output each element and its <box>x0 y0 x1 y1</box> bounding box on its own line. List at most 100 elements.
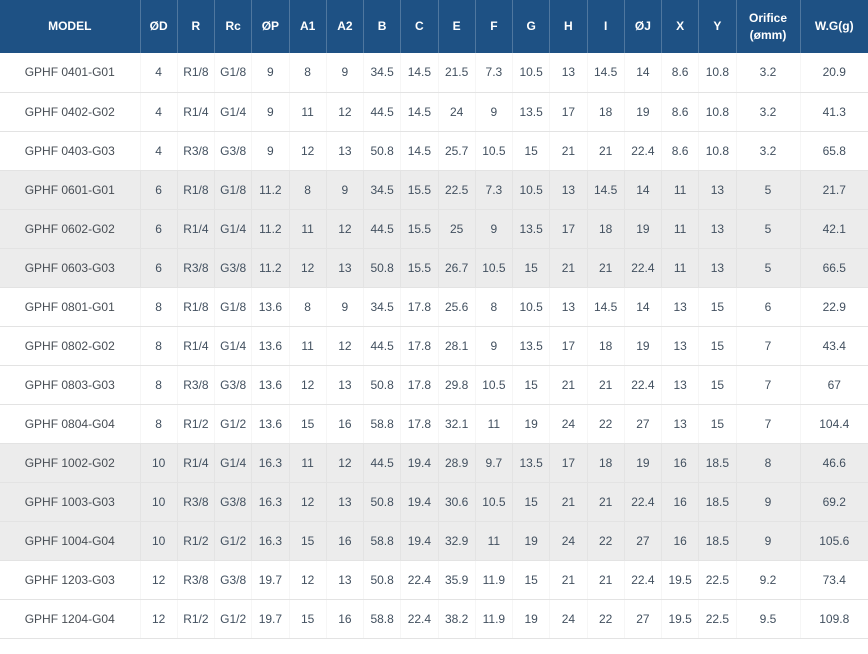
table-cell: 22.5 <box>438 170 476 210</box>
table-cell: 13.5 <box>512 209 550 249</box>
table-cell: R3/8 <box>177 365 215 405</box>
table-row: GPHF 1004-G04 10 R1/2 G1/2 16.3 15 16 58.8 19.4 3… <box>0 521 868 561</box>
table-cell: G3/8 <box>214 482 252 522</box>
table-cell: 24 <box>549 521 587 561</box>
table-cell: 11.2 <box>251 248 289 288</box>
table-cell: 10.5 <box>475 131 513 171</box>
table-cell: 65.8 <box>800 131 868 171</box>
table-cell: 50.8 <box>363 248 401 288</box>
table-cell: 19.5 <box>661 599 699 639</box>
table-cell: 10.5 <box>475 482 513 522</box>
table-cell: 22.4 <box>624 482 662 522</box>
table-cell: 13.6 <box>251 365 289 405</box>
table-cell: 22.5 <box>698 560 736 600</box>
table-cell: 19.4 <box>400 521 438 561</box>
model-cell: GPHF 1002-G02 <box>0 443 140 483</box>
table-cell: 21 <box>549 482 587 522</box>
header-row: MODEL ØD R Rc ØP A1 A2 B C E F G H I ØJ X Y Orifice (ømm)… <box>0 0 868 53</box>
table-cell: 11 <box>289 326 327 366</box>
table-cell: 58.8 <box>363 599 401 639</box>
header-cell-g: G <box>512 0 551 53</box>
table-cell: 32.1 <box>438 404 476 444</box>
model-cell: GPHF 0603-G03 <box>0 248 140 288</box>
table-cell: 8 <box>140 404 178 444</box>
model-cell: GPHF 0804-G04 <box>0 404 140 444</box>
table-cell: 22.9 <box>800 287 868 327</box>
table-cell: 17.8 <box>400 404 438 444</box>
table-row: GPHF 0603-G03 6 R3/8 G3/8 11.2 12 13 50.8 15.5 26… <box>0 248 868 288</box>
table-cell: 27 <box>624 404 662 444</box>
header-cell-a2: A2 <box>326 0 365 53</box>
table-cell: 21 <box>549 560 587 600</box>
table-cell: 10.5 <box>475 248 513 288</box>
table-cell: 8 <box>289 53 327 93</box>
table-cell: 18.5 <box>698 521 736 561</box>
table-cell: 13.5 <box>512 443 550 483</box>
table-cell: 27 <box>624 521 662 561</box>
table-cell: 15 <box>698 287 736 327</box>
table-cell: 46.6 <box>800 443 868 483</box>
table-cell: 16 <box>661 482 699 522</box>
model-cell: GPHF 1203-G03 <box>0 560 140 600</box>
table-cell: 27 <box>624 599 662 639</box>
table-cell: 9 <box>736 482 800 522</box>
table-cell: 11 <box>289 209 327 249</box>
table-cell: 19.7 <box>251 599 289 639</box>
table-cell: R1/4 <box>177 443 215 483</box>
table-cell: 18.5 <box>698 482 736 522</box>
table-cell: 13 <box>326 482 364 522</box>
table-cell: R1/4 <box>177 209 215 249</box>
table-cell: 19 <box>624 443 662 483</box>
table-cell: 44.5 <box>363 92 401 132</box>
header-cell-r: R <box>177 0 216 53</box>
table-cell: 19.4 <box>400 443 438 483</box>
table-cell: 9 <box>475 326 513 366</box>
table-cell: 12 <box>289 365 327 405</box>
table-cell: 14.5 <box>587 53 625 93</box>
model-cell: GPHF 0601-G01 <box>0 170 140 210</box>
table-cell: 15 <box>512 248 550 288</box>
table-row: GPHF 0401-G01 4 R1/8 G1/8 9 8 9 34.5 14.5 21.5 7.3… <box>0 53 868 93</box>
table-cell: G1/4 <box>214 92 252 132</box>
table-cell: 14.5 <box>400 53 438 93</box>
table-cell: G1/4 <box>214 326 252 366</box>
table-cell: 44.5 <box>363 443 401 483</box>
table-cell: G1/8 <box>214 170 252 210</box>
table-cell: 9 <box>326 170 364 210</box>
table-cell: 15 <box>289 521 327 561</box>
table-cell: 17.8 <box>400 287 438 327</box>
header-cell-h: H <box>549 0 588 53</box>
table-cell: 9 <box>736 521 800 561</box>
table-cell: G1/2 <box>214 599 252 639</box>
table-cell: 19 <box>512 404 550 444</box>
table-cell: 21 <box>587 248 625 288</box>
table-cell: 8 <box>736 443 800 483</box>
header-cell-x: X <box>661 0 700 53</box>
table-cell: 15 <box>698 326 736 366</box>
table-cell: G1/2 <box>214 521 252 561</box>
table-cell: 24 <box>438 92 476 132</box>
model-cell: GPHF 0401-G01 <box>0 53 140 93</box>
table-cell: R1/4 <box>177 92 215 132</box>
table-cell: 9 <box>475 92 513 132</box>
table-row: GPHF 1203-G03 12 R3/8 G3/8 19.7 12 13 50.8 22.4 3… <box>0 560 868 600</box>
table-cell: 12 <box>289 482 327 522</box>
table-cell: 104.4 <box>800 404 868 444</box>
table-cell: 66.5 <box>800 248 868 288</box>
table-cell: 6 <box>140 209 178 249</box>
table-cell: 5 <box>736 209 800 249</box>
table-cell: 9 <box>251 92 289 132</box>
table-cell: 44.5 <box>363 209 401 249</box>
table-cell: 50.8 <box>363 482 401 522</box>
table-cell: 10.5 <box>512 170 550 210</box>
table-cell: 24 <box>549 404 587 444</box>
table-cell: 7.3 <box>475 170 513 210</box>
table-cell: 13 <box>326 131 364 171</box>
table-cell: 10.5 <box>512 287 550 327</box>
table-cell: 13 <box>326 365 364 405</box>
table-cell: 21 <box>549 248 587 288</box>
table-cell: R1/2 <box>177 521 215 561</box>
table-cell: 10.5 <box>512 53 550 93</box>
table-row: GPHF 0403-G03 4 R3/8 G3/8 9 12 13 50.8 14.5 25.7 1… <box>0 131 868 171</box>
table-cell: 8 <box>475 287 513 327</box>
